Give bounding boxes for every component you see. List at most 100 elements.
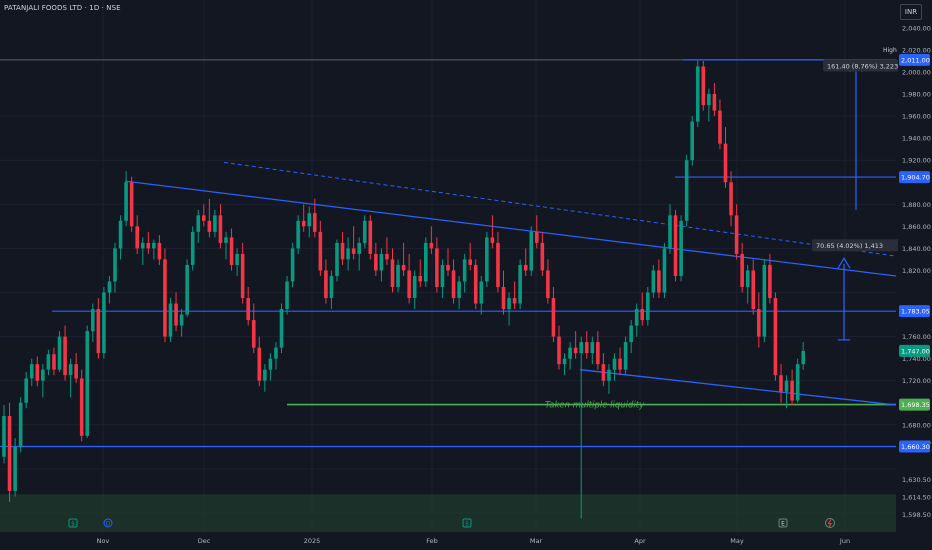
measure-label-small-bg bbox=[812, 239, 902, 252]
dividend-marker-2-shape bbox=[103, 518, 113, 528]
candle-body bbox=[140, 242, 145, 249]
time-tick: Nov bbox=[97, 537, 110, 545]
candle-body bbox=[379, 253, 384, 271]
candle-body bbox=[213, 215, 217, 232]
candle-body bbox=[773, 298, 778, 376]
split-marker-shape bbox=[825, 518, 835, 528]
candle-body bbox=[202, 215, 206, 221]
price-badge: 1,904.70 bbox=[899, 171, 930, 184]
candle-body bbox=[29, 364, 34, 379]
candle-body bbox=[257, 347, 262, 381]
candle-body bbox=[7, 415, 12, 491]
candle-body bbox=[718, 110, 722, 144]
candle-body bbox=[501, 286, 506, 310]
price-tick: 1,820.00 bbox=[902, 267, 931, 275]
candle-body bbox=[690, 121, 694, 161]
candle-body bbox=[562, 358, 567, 365]
price-tick: 2,020.00 bbox=[902, 46, 931, 54]
split-marker-bolt bbox=[827, 519, 832, 528]
price-badge-text: 1,698.35 bbox=[901, 401, 930, 409]
candle-body bbox=[734, 215, 739, 254]
price-badge-bg bbox=[899, 398, 930, 411]
candle-body bbox=[374, 253, 378, 271]
dividend-marker-3-shape bbox=[462, 518, 472, 528]
candle-body bbox=[401, 264, 406, 271]
candle-body bbox=[2, 415, 6, 457]
price-tick: 1,614.50 bbox=[902, 494, 931, 502]
candle-body bbox=[546, 270, 550, 299]
candle-body bbox=[435, 248, 439, 287]
candle-body bbox=[57, 336, 62, 370]
candle-body bbox=[757, 309, 761, 337]
candle-body bbox=[507, 298, 511, 310]
time-tick: Apr bbox=[634, 537, 646, 545]
candle-body bbox=[668, 215, 672, 249]
price-tick: 1,880.00 bbox=[902, 201, 931, 209]
candle-body bbox=[673, 215, 678, 276]
candle-body bbox=[79, 378, 84, 436]
current-price-text: 1,747.00 bbox=[901, 347, 930, 355]
measure-label-large: 161.40 (8.76%) 3,223 bbox=[823, 59, 917, 72]
price-tick: 1,840.00 bbox=[902, 245, 931, 253]
candle-body bbox=[457, 281, 461, 299]
price-badge: 1,698.35 bbox=[899, 398, 930, 411]
measure-label-small-text: 70.65 (4.02%) 1,413 bbox=[816, 242, 883, 250]
price-tick: 1,740.00 bbox=[902, 355, 931, 363]
high-label: High bbox=[883, 47, 897, 54]
candle-body bbox=[113, 248, 117, 282]
price-axis[interactable]: 2,040.00 2,020.00 2,000.00 1,980.00 1,960.00… bbox=[898, 0, 932, 550]
candle-body bbox=[662, 248, 667, 293]
price-badge-text: 1,783.05 bbox=[901, 308, 930, 316]
candle-body bbox=[679, 220, 683, 276]
candle-body bbox=[218, 215, 223, 243]
candle-body bbox=[518, 264, 522, 304]
candle-body bbox=[279, 309, 284, 348]
candle-body bbox=[368, 220, 373, 254]
earnings-marker-shape bbox=[778, 518, 788, 528]
candle-body bbox=[85, 331, 90, 436]
price-tick: 2,000.00 bbox=[902, 69, 931, 77]
dividend-marker-1-shape bbox=[68, 518, 78, 528]
candle-body bbox=[695, 66, 700, 122]
candle-body bbox=[329, 275, 334, 299]
candle-body bbox=[740, 253, 744, 287]
candle-body bbox=[768, 264, 772, 299]
price-badge-text: 1,660.30 bbox=[901, 443, 930, 451]
candle-body bbox=[96, 309, 101, 354]
candle-body bbox=[24, 378, 28, 403]
trendline-upper bbox=[124, 180, 897, 277]
time-axis[interactable]: Nov Dec 2025 Feb Mar Apr May Jun bbox=[0, 532, 898, 550]
candle-body bbox=[129, 182, 134, 227]
split-marker bbox=[825, 518, 835, 528]
candle-body bbox=[318, 231, 323, 271]
drawing-labels: 161.40 (8.76%) 3,223 70.65 (4.02%) 1,413 T… bbox=[545, 47, 917, 411]
price-badge-bg bbox=[899, 305, 930, 318]
candle-body bbox=[490, 237, 495, 243]
candle-body bbox=[573, 347, 578, 354]
candle-body bbox=[529, 231, 534, 271]
candle-body bbox=[207, 220, 212, 232]
dividend-marker-1-glyph: $ bbox=[71, 521, 75, 528]
price-tick: 1,680.00 bbox=[902, 421, 931, 429]
candle-body bbox=[590, 342, 595, 354]
candle-body bbox=[296, 220, 300, 249]
candle-body bbox=[790, 380, 794, 401]
candle-body bbox=[657, 270, 661, 293]
candle-body bbox=[68, 364, 73, 376]
demand-zone bbox=[0, 494, 896, 532]
candle-body bbox=[440, 264, 445, 287]
candle-body bbox=[584, 342, 589, 354]
candle-body bbox=[473, 264, 478, 304]
dividend-marker-2-glyph: D bbox=[106, 521, 111, 528]
candle-body bbox=[307, 213, 312, 227]
candle-body bbox=[568, 347, 572, 359]
liquidity-label: Taken multiple liquidity bbox=[545, 401, 645, 411]
candle-body bbox=[629, 325, 633, 343]
candle-body bbox=[240, 253, 245, 299]
candle-body bbox=[623, 342, 628, 370]
candle-body bbox=[412, 275, 417, 299]
currency-selector[interactable]: INR bbox=[900, 4, 922, 20]
candle-body bbox=[729, 182, 733, 216]
candle-body bbox=[102, 292, 106, 354]
